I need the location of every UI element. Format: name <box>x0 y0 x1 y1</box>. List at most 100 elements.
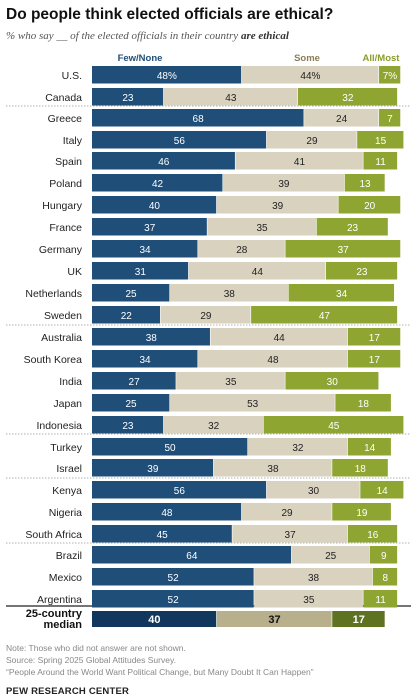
all-most-bar <box>357 131 404 149</box>
some-bar <box>170 284 288 302</box>
few-none-bar <box>92 459 214 477</box>
some-data-label: 39 <box>278 179 290 190</box>
few-none-data-label: 23 <box>122 93 134 104</box>
category-label: India <box>59 376 82 388</box>
legend-few-none: Few/None <box>118 53 163 64</box>
some-bar <box>266 131 357 149</box>
some-bar <box>241 503 332 521</box>
some-data-label: 30 <box>308 486 320 497</box>
category-label: Japan <box>53 398 82 410</box>
category-label: Germany <box>39 244 83 256</box>
all-most-bar <box>363 590 398 608</box>
few-none-data-label: 52 <box>168 595 180 606</box>
some-data-label: 35 <box>256 223 268 234</box>
few-none-data-label: 22 <box>121 311 133 322</box>
all-most-bar <box>347 525 398 543</box>
all-most-bar <box>347 328 401 346</box>
few-none-bar <box>92 503 242 521</box>
some-data-label: 38 <box>224 289 236 300</box>
category-label: U.S. <box>62 70 82 82</box>
category-label: Argentina <box>37 594 82 606</box>
chart-title: Do people think elected officials are et… <box>6 6 334 23</box>
some-data-label: 35 <box>303 595 315 606</box>
few-none-bar <box>92 196 217 214</box>
few-none-data-label: 48 <box>161 508 173 519</box>
all-most-bar <box>344 174 385 192</box>
few-none-bar <box>92 284 170 302</box>
some-bar <box>198 350 348 368</box>
few-none-bar <box>92 109 304 127</box>
few-none-bar <box>92 546 292 564</box>
all-most-bar <box>326 262 398 280</box>
all-most-data-label: 18 <box>355 464 367 475</box>
median-label-line: 25-country <box>26 608 83 620</box>
some-data-label: 37 <box>285 530 297 541</box>
category-label: Netherlands <box>25 288 82 300</box>
some-data-label: 43 <box>225 93 237 104</box>
few-none-bar <box>92 394 170 412</box>
some-data-label: 29 <box>200 311 212 322</box>
all-most-data-label: 20 <box>364 201 376 212</box>
category-label: Nigeria <box>49 507 82 519</box>
some-bar <box>241 66 379 84</box>
all-most-data-label: 8 <box>382 573 388 584</box>
all-most-bar <box>360 481 404 499</box>
few-none-data-label: 50 <box>164 443 176 454</box>
some-bar <box>254 568 373 586</box>
some-bar <box>163 88 298 106</box>
category-label: Hungary <box>42 200 82 212</box>
all-most-bar <box>297 88 398 106</box>
all-most-bar <box>251 306 398 324</box>
category-label: Indonesia <box>36 420 82 432</box>
some-bar <box>223 174 345 192</box>
category-label: Kenya <box>52 485 82 497</box>
all-most-bar <box>372 568 398 586</box>
some-data-label: 38 <box>308 573 320 584</box>
some-data-label: 24 <box>336 114 348 125</box>
category-label: Spain <box>55 156 82 168</box>
few-none-data-label: 25 <box>125 399 137 410</box>
few-none-bar <box>92 481 267 499</box>
all-most-bar <box>332 459 388 477</box>
subtitle-emphasis: are ethical <box>240 30 289 42</box>
few-none-bar <box>92 590 254 608</box>
all-most-data-label: 7% <box>383 71 398 82</box>
few-none-data-label: 56 <box>174 136 186 147</box>
all-most-data-label: 19 <box>356 508 368 519</box>
category-label: Canada <box>45 92 82 104</box>
some-bar <box>216 196 338 214</box>
some-data-label: 32 <box>292 443 304 454</box>
few-none-bar <box>92 328 210 346</box>
all-most-bar <box>263 416 404 434</box>
few-none-bar <box>92 88 164 106</box>
all-most-bar <box>335 394 391 412</box>
all-most-data-label: 32 <box>342 93 354 104</box>
few-none-bar <box>92 416 164 434</box>
few-none-data-label: 64 <box>186 551 198 562</box>
category-label: Turkey <box>50 442 82 454</box>
some-bar <box>210 328 348 346</box>
all-most-data-label: 17 <box>353 614 365 626</box>
few-none-bar <box>92 218 207 236</box>
few-none-data-label: 37 <box>144 223 156 234</box>
few-none-data-label: 42 <box>152 179 164 190</box>
all-most-data-label: 14 <box>377 486 389 497</box>
all-most-bar <box>347 438 391 456</box>
few-none-data-label: 56 <box>174 486 186 497</box>
some-data-label: 29 <box>281 508 293 519</box>
all-most-data-label: 11 <box>375 595 386 606</box>
category-label: Brazil <box>56 550 82 562</box>
some-bar <box>170 394 335 412</box>
pew-logo-text: PEW RESEARCH CENTER <box>6 686 130 697</box>
some-data-label: 25 <box>325 551 337 562</box>
few-none-bar <box>92 262 189 280</box>
category-label: South Africa <box>25 529 82 541</box>
all-most-data-label: 23 <box>356 267 368 278</box>
all-most-bar <box>285 240 401 258</box>
some-bar <box>163 416 263 434</box>
some-bar <box>176 372 285 390</box>
all-most-bar <box>332 503 391 521</box>
all-most-data-label: 15 <box>375 136 387 147</box>
report-title-text: “People Around the World Want Political … <box>6 667 314 677</box>
all-most-data-label: 7 <box>387 114 393 125</box>
